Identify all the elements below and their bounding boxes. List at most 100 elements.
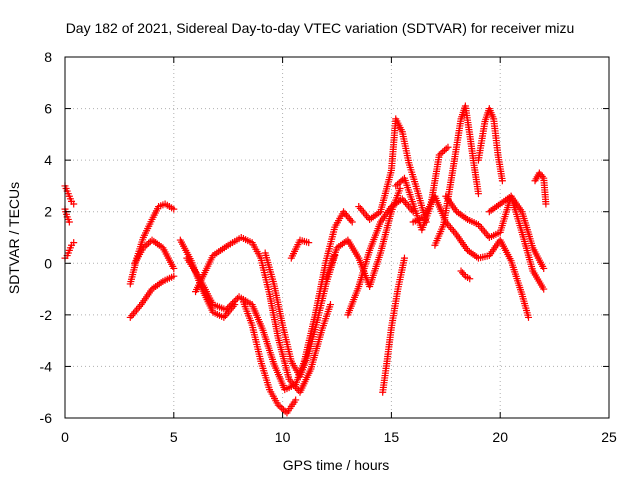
data-point-sample [395, 179, 403, 187]
data-point [348, 218, 356, 226]
data-point [170, 272, 178, 280]
data-point [305, 239, 313, 247]
series-arc-q [431, 102, 482, 249]
data-point-sample [440, 146, 448, 154]
data-point-sample [132, 306, 140, 314]
y-tick-label: -4 [40, 358, 53, 374]
data-point-sample [134, 304, 142, 312]
y-tick-label: 0 [44, 255, 52, 271]
series-early-arc-upper [61, 182, 78, 208]
data-point [498, 177, 506, 185]
data-layer [61, 102, 550, 417]
series-arc-p [409, 192, 532, 321]
data-point [126, 313, 134, 321]
x-tick-label: 5 [170, 429, 178, 445]
data-point [70, 239, 78, 247]
x-tick-label: 0 [61, 429, 69, 445]
x-axis-label: GPS time / hours [283, 457, 390, 473]
series-arc-f [192, 234, 334, 396]
data-point-sample [278, 404, 286, 412]
data-point [400, 254, 408, 262]
x-tick-label: 10 [275, 429, 291, 445]
data-point-sample [439, 148, 447, 156]
data-point [65, 218, 73, 226]
chart-title: Day 182 of 2021, Sidereal Day-to-day VTE… [66, 20, 575, 36]
data-point-sample [361, 210, 369, 218]
data-point [292, 396, 300, 404]
series-arc-a [126, 272, 178, 321]
data-point-sample [356, 204, 364, 212]
data-point-sample [229, 299, 237, 307]
series-arc-c [131, 236, 178, 272]
data-point-sample [450, 227, 458, 235]
series-arc-o [392, 143, 452, 234]
series-early-arc-lower [61, 239, 78, 262]
series-arc-l [344, 195, 417, 319]
data-point-sample [479, 226, 487, 234]
series-arc-j [300, 208, 356, 365]
data-point-sample [448, 225, 456, 233]
y-tick-label: -2 [40, 307, 53, 323]
series-early-arc-mid [61, 205, 73, 226]
data-point [540, 285, 548, 293]
y-axis-label: SDTVAR / TECUs [6, 182, 22, 294]
series-arc-i [287, 236, 313, 262]
axis-layer: 0 5 10 15 20 25 -6 -4 -2 0 2 4 6 8 [40, 49, 617, 445]
series-arc-g [239, 298, 300, 417]
data-point-sample [481, 228, 489, 236]
data-point-sample [478, 224, 486, 232]
data-point-sample [279, 406, 287, 414]
y-tick-label: 2 [44, 204, 52, 220]
data-point-sample [227, 301, 235, 309]
data-point [355, 203, 363, 211]
series-arc-t [474, 105, 506, 185]
data-point [222, 306, 230, 314]
series-arc-r [442, 192, 548, 293]
data-point-sample [224, 304, 232, 312]
data-point [474, 190, 482, 198]
plot-frame [64, 56, 610, 419]
data-point-sample [129, 310, 137, 318]
data-point [396, 185, 404, 193]
data-point-sample [230, 298, 238, 306]
data-point [524, 313, 532, 321]
y-tick-label: 8 [44, 49, 52, 65]
data-point-sample [538, 172, 546, 180]
data-point [326, 301, 334, 309]
y-tick-label: 6 [44, 101, 52, 117]
data-point [70, 200, 78, 208]
x-tick-label: 15 [384, 429, 400, 445]
data-point [170, 264, 178, 272]
series-arc-u [485, 192, 548, 272]
data-point [466, 275, 474, 283]
x-tick-label: 25 [601, 429, 617, 445]
data-point-sample [359, 208, 367, 216]
data-point [542, 200, 550, 208]
data-point-sample [221, 312, 229, 320]
x-tick-label: 20 [492, 429, 508, 445]
data-point [170, 205, 178, 213]
data-point-sample [347, 216, 355, 224]
data-point-sample [128, 312, 136, 320]
series-arc-n [379, 254, 408, 396]
y-tick-label: -6 [40, 410, 53, 426]
series-arc-s [457, 267, 474, 283]
data-point-sample [400, 197, 408, 205]
series-arc-v [531, 169, 550, 208]
data-point-sample [446, 224, 454, 232]
data-point-sample [225, 302, 233, 310]
y-tick-label: 4 [44, 152, 52, 168]
data-point-sample [460, 270, 468, 278]
data-point-sample [397, 177, 405, 185]
data-point [540, 264, 548, 272]
series-arc-k [322, 185, 404, 290]
data-point [444, 143, 452, 151]
data-point-sample [145, 239, 153, 247]
data-point-sample [445, 222, 453, 230]
data-point-sample [442, 145, 450, 153]
series-arc-m [355, 115, 430, 226]
data-point-sample [358, 206, 366, 214]
series-arc-b [126, 200, 178, 288]
data-point-sample [232, 296, 240, 304]
